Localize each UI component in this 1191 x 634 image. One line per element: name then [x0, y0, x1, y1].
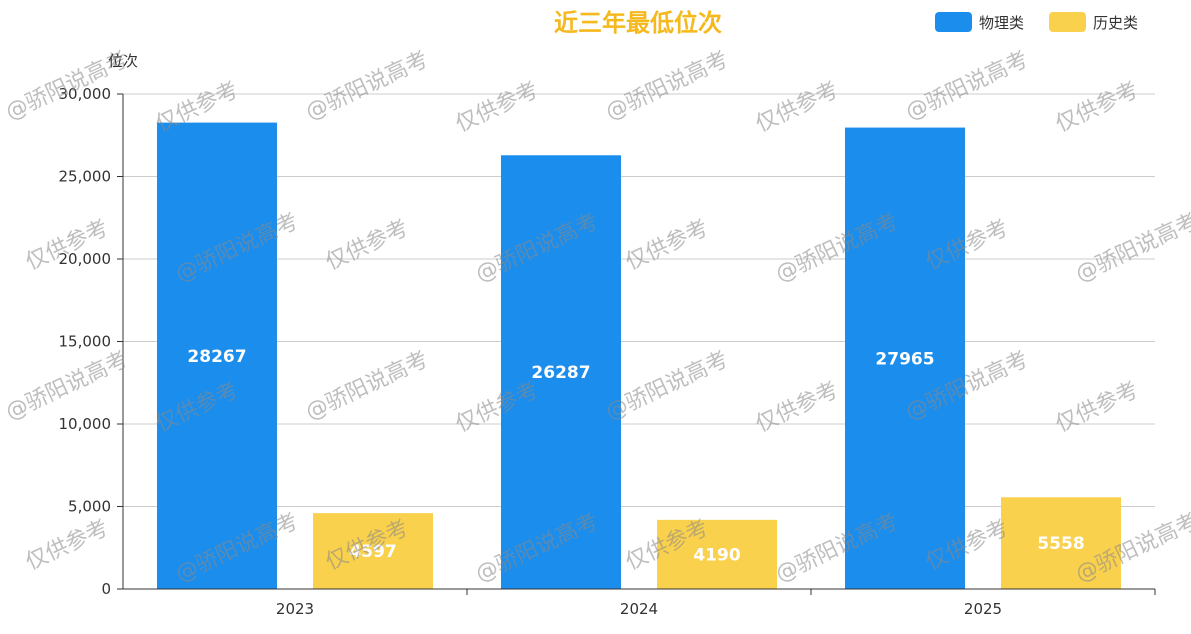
x-tick-label: 2025: [964, 600, 1002, 618]
y-tick-label: 0: [101, 580, 111, 598]
legend-swatch-physics: [935, 12, 972, 32]
legend: 物理类 历史类: [935, 12, 1138, 32]
grid-lines: [123, 93, 1155, 507]
bar-history-2023: [313, 513, 433, 589]
watermark-text: @骄阳说高考: [2, 347, 132, 425]
data-label-history-2023: 4597: [349, 542, 396, 562]
y-tick-label: 30,000: [59, 85, 112, 103]
legend-label-history: 历史类: [1093, 14, 1138, 32]
bar-physics-2025: [845, 127, 965, 589]
data-label-physics-2023: 28267: [187, 347, 246, 367]
legend-swatch-history: [1049, 12, 1086, 32]
data-label-physics-2024: 26287: [531, 363, 590, 383]
bars: [157, 122, 1121, 590]
watermark-text: @骄阳说高考: [302, 47, 432, 125]
watermark-text: @骄阳说高考: [302, 347, 432, 425]
bar-physics-2024: [501, 155, 621, 589]
watermark-text: @骄阳说高考: [602, 347, 732, 425]
tick-labels: 0 5,000 10,000 15,000 20,000 25,000 30,000 2023…: [59, 85, 1156, 618]
y-tick-label: 5,000: [68, 498, 111, 516]
y-tick-label: 25,000: [59, 168, 112, 186]
bar-history-2024: [657, 519, 777, 589]
watermark-text: 仅供参考: [22, 516, 112, 576]
bar-physics-2023: [157, 122, 277, 590]
watermark-text: 仅供参考: [1052, 378, 1142, 438]
data-labels: 28267 4597 26287 4190 27965 5558: [187, 347, 1084, 566]
watermark-text: 仅供参考: [752, 78, 842, 138]
data-label-physics-2025: 27965: [875, 349, 934, 369]
watermark-text: @骄阳说高考: [602, 47, 732, 125]
x-tick-label: 2024: [620, 600, 658, 618]
chart-title: 近三年最低位次: [554, 9, 722, 37]
bar-history-2025: [1001, 497, 1121, 589]
y-axis-label: 位次: [108, 52, 138, 70]
watermark-text: 仅供参考: [752, 378, 842, 438]
watermark-text: 仅供参考: [1052, 78, 1142, 138]
data-label-history-2025: 5558: [1037, 534, 1084, 554]
watermark-text: 仅供参考: [622, 216, 712, 276]
legend-label-physics: 物理类: [979, 14, 1024, 32]
x-tick-label: 2023: [276, 600, 314, 618]
y-tick-label: 10,000: [59, 415, 112, 433]
watermark-text: @骄阳说高考: [1072, 209, 1191, 287]
watermark-text: 仅供参考: [452, 78, 542, 138]
data-label-history-2024: 4190: [693, 545, 740, 565]
watermark-text: 仅供参考: [322, 216, 412, 276]
y-tick-label: 20,000: [59, 250, 112, 268]
y-tick-label: 15,000: [59, 333, 112, 351]
watermark-text: @骄阳说高考: [902, 47, 1032, 125]
